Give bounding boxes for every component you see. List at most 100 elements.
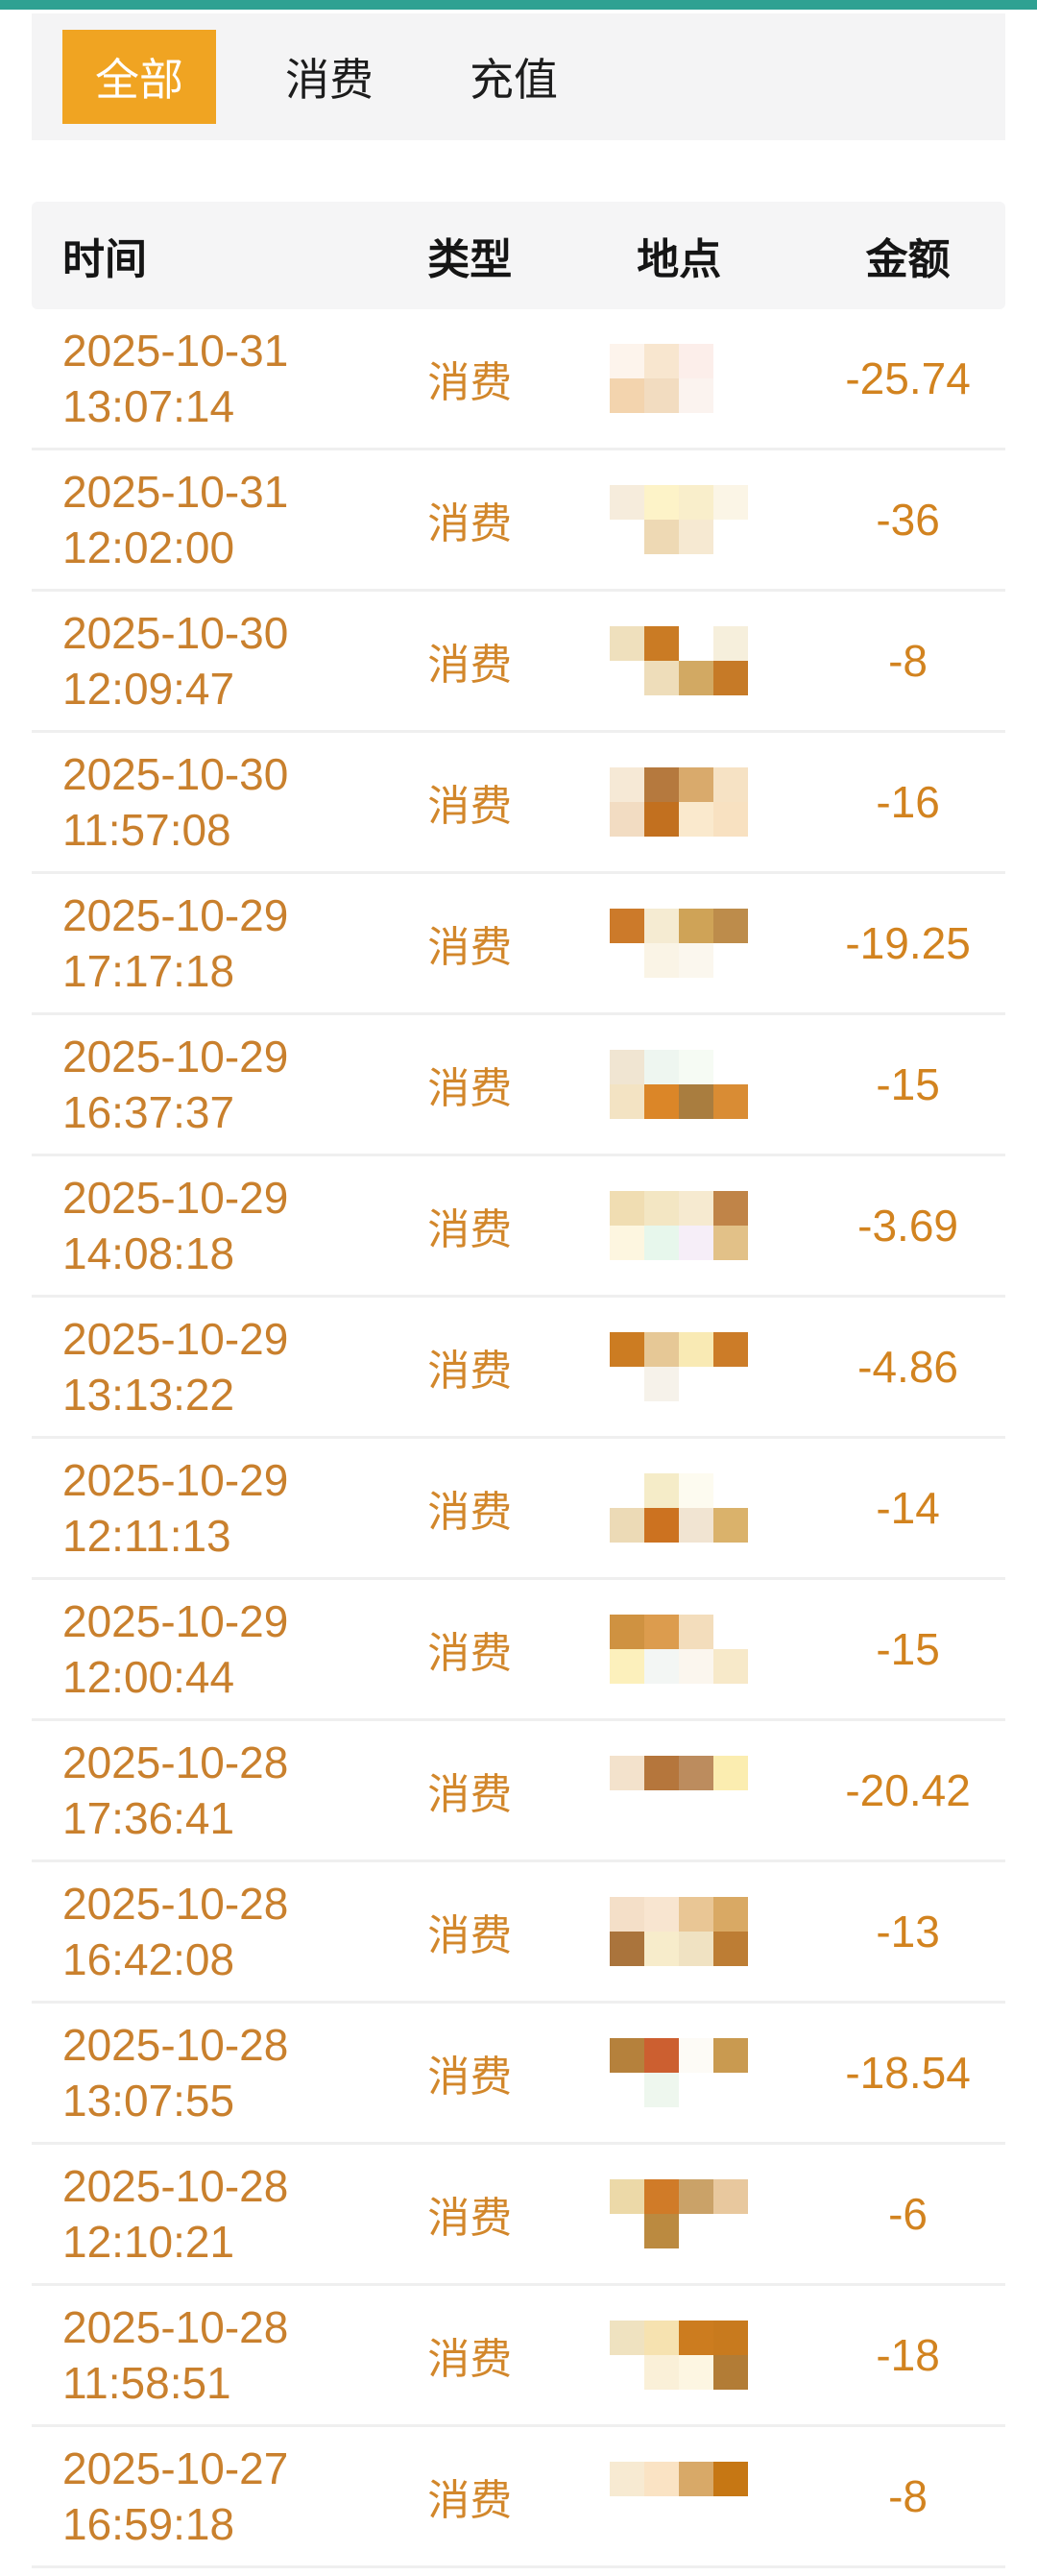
table-header: 时间 类型 地点 金额 (32, 202, 1005, 309)
row-date: 2025-10-29 (62, 1173, 289, 1223)
row-type: 消费 (427, 1348, 513, 1395)
row-time: 16:42:08 (62, 1934, 235, 1984)
redacted-location-blur (610, 767, 749, 837)
row-amount: -13 (876, 1907, 940, 1956)
redacted-location-blur (610, 909, 749, 978)
row-type: 消费 (427, 2054, 513, 2101)
row-time: 12:10:21 (62, 2217, 235, 2267)
redacted-location-blur (610, 1615, 749, 1684)
row-amount: -20.42 (845, 1765, 971, 1815)
row-type: 消费 (427, 783, 513, 830)
row-time: 12:02:00 (62, 522, 235, 572)
table-row[interactable]: 2025-10-29 13:13:22 消费 -4.86 (32, 1298, 1005, 1439)
header-type: 类型 (427, 236, 513, 283)
row-date: 2025-10-29 (62, 1455, 289, 1505)
filter-tab-bar: 全部 消费 充值 (32, 13, 1005, 140)
redacted-location-blur (610, 344, 748, 413)
row-amount: -8 (888, 636, 928, 686)
row-amount: -25.74 (845, 353, 971, 403)
row-date: 2025-10-31 (62, 326, 289, 376)
row-time: 11:57:08 (62, 805, 231, 855)
header-time: 时间 (62, 236, 147, 283)
row-date: 2025-10-29 (62, 1032, 289, 1081)
tab-recharge[interactable]: 充值 (470, 55, 558, 105)
row-amount: -4.86 (857, 1342, 958, 1392)
row-time: 13:13:22 (62, 1370, 235, 1420)
row-amount: -8 (888, 2471, 928, 2521)
row-type: 消费 (427, 359, 513, 406)
tab-all[interactable]: 全部 (62, 30, 216, 124)
row-type: 消费 (427, 500, 513, 547)
row-type: 消费 (427, 1206, 513, 1253)
table-row[interactable]: 2025-10-29 17:17:18 消费 -19.25 (32, 874, 1005, 1015)
table-row[interactable]: 2025-10-29 12:11:13 消费 -14 (32, 1439, 1005, 1580)
header-amount: 金额 (865, 236, 951, 283)
row-type: 消费 (427, 1065, 513, 1112)
redacted-location-blur (610, 2179, 749, 2248)
redacted-location-blur (610, 1756, 749, 1825)
row-time: 13:07:55 (62, 2076, 235, 2126)
row-date: 2025-10-28 (62, 2020, 289, 2070)
redacted-location-blur (610, 1473, 749, 1543)
table-row[interactable]: 2025-10-28 16:42:08 消费 -13 (32, 1862, 1005, 2004)
row-type: 消费 (427, 2195, 513, 2242)
table-row[interactable]: 2025-10-27 16:59:18 消费 -8 (32, 2427, 1005, 2568)
row-time: 16:59:18 (62, 2499, 235, 2549)
row-date: 2025-10-31 (62, 467, 289, 517)
row-time: 16:37:37 (62, 1087, 235, 1137)
row-time: 12:09:47 (62, 664, 235, 714)
row-type: 消费 (427, 1771, 513, 1818)
row-amount: -3.69 (857, 1201, 958, 1251)
row-time: 12:11:13 (62, 1511, 231, 1561)
redacted-location-blur (610, 2462, 749, 2531)
row-amount: -15 (876, 1624, 940, 1674)
table-row[interactable]: 2025-10-29 14:08:18 消费 -3.69 (32, 1156, 1005, 1298)
row-date: 2025-10-28 (62, 1879, 289, 1929)
row-type: 消费 (427, 924, 513, 971)
row-amount: -15 (876, 1059, 940, 1109)
row-amount: -18.54 (845, 2048, 971, 2098)
row-date: 2025-10-28 (62, 1738, 289, 1787)
redacted-location-blur (610, 1050, 749, 1119)
redacted-location-blur (610, 1191, 749, 1260)
table-row[interactable]: 2025-10-28 11:58:51 消费 -18 (32, 2286, 1005, 2427)
row-amount: -18 (876, 2330, 940, 2380)
row-date: 2025-10-27 (62, 2443, 289, 2493)
transactions-list: 2025-10-31 13:07:14 消费 -25.74 2025-10-31… (32, 309, 1005, 2568)
table-row[interactable]: 2025-10-28 12:10:21 消费 -6 (32, 2145, 1005, 2286)
redacted-location-blur (610, 626, 749, 695)
row-date: 2025-10-30 (62, 749, 289, 799)
row-type: 消费 (427, 1630, 513, 1677)
row-date: 2025-10-30 (62, 608, 289, 658)
row-amount: -6 (888, 2189, 928, 2239)
row-date: 2025-10-29 (62, 1596, 289, 1646)
row-date: 2025-10-28 (62, 2161, 289, 2211)
row-date: 2025-10-29 (62, 890, 289, 940)
table-row[interactable]: 2025-10-30 11:57:08 消费 -16 (32, 733, 1005, 874)
redacted-location-blur (610, 485, 749, 554)
row-amount: -14 (876, 1483, 940, 1533)
top-accent-bar (0, 0, 1037, 10)
row-time: 12:00:44 (62, 1652, 235, 1702)
row-amount: -19.25 (845, 918, 971, 968)
row-time: 13:07:14 (62, 381, 235, 431)
table-row[interactable]: 2025-10-30 12:09:47 消费 -8 (32, 592, 1005, 733)
redacted-location-blur (610, 1897, 749, 1966)
table-row[interactable]: 2025-10-29 16:37:37 消费 -15 (32, 1015, 1005, 1156)
row-date: 2025-10-28 (62, 2302, 289, 2352)
table-row[interactable]: 2025-10-31 12:02:00 消费 -36 (32, 450, 1005, 592)
row-type: 消费 (427, 2477, 513, 2524)
table-row[interactable]: 2025-10-28 13:07:55 消费 -18.54 (32, 2004, 1005, 2145)
row-time: 11:58:51 (62, 2358, 231, 2408)
row-time: 17:36:41 (62, 1793, 235, 1843)
table-row[interactable]: 2025-10-28 17:36:41 消费 -20.42 (32, 1721, 1005, 1862)
table-row[interactable]: 2025-10-29 12:00:44 消费 -15 (32, 1580, 1005, 1721)
row-amount: -36 (876, 495, 940, 545)
redacted-location-blur (610, 2038, 749, 2107)
header-place: 地点 (637, 236, 722, 283)
row-date: 2025-10-29 (62, 1314, 289, 1364)
row-type: 消费 (427, 1912, 513, 1959)
table-row[interactable]: 2025-10-31 13:07:14 消费 -25.74 (32, 309, 1005, 450)
row-type: 消费 (427, 1489, 513, 1536)
tab-consume[interactable]: 消费 (285, 55, 374, 105)
